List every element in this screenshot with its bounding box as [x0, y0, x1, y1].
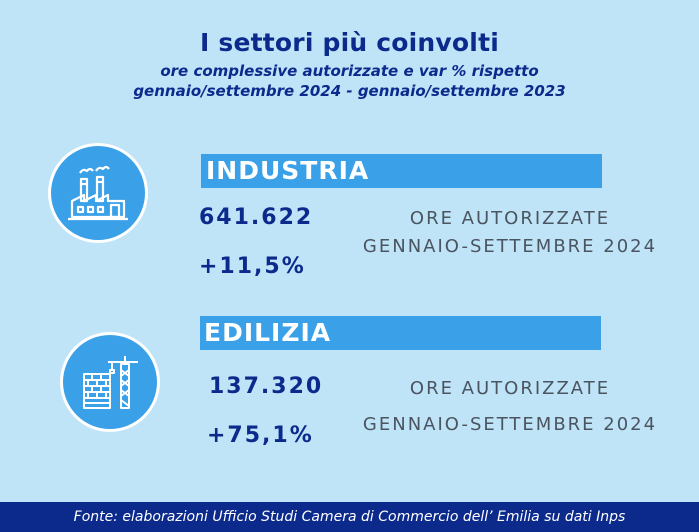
industria-change: +11,5% — [199, 254, 306, 279]
edilizia-bar — [200, 316, 601, 350]
industria-desc-line-2: GENNAIO-SETTEMBRE 2024 — [362, 236, 658, 257]
edilizia-desc-line-2: GENNAIO-SETTEMBRE 2024 — [362, 414, 658, 435]
subtitle-line-1: ore complessive autorizzate e var % risp… — [160, 62, 539, 80]
factory-icon — [48, 143, 148, 243]
edilizia-desc-line-1: ORE AUTORIZZATE — [409, 378, 611, 399]
page-title: I settori più coinvolti — [199, 28, 499, 57]
industria-bar — [201, 154, 602, 188]
sector-name-industria: INDUSTRIA — [206, 156, 370, 185]
construction-crane-icon — [60, 332, 160, 432]
subtitle-line-2: gennaio/settembre 2024 - gennaio/settemb… — [133, 82, 566, 100]
industria-desc-line-1: ORE AUTORIZZATE — [409, 208, 611, 229]
sector-name-edilizia: EDILIZIA — [204, 318, 332, 347]
edilizia-hours: 137.320 — [209, 374, 324, 399]
industria-hours: 641.622 — [199, 205, 314, 230]
source-footer: Fonte: elaborazioni Ufficio Studi Camera… — [0, 502, 699, 532]
edilizia-change: +75,1% — [207, 423, 314, 448]
